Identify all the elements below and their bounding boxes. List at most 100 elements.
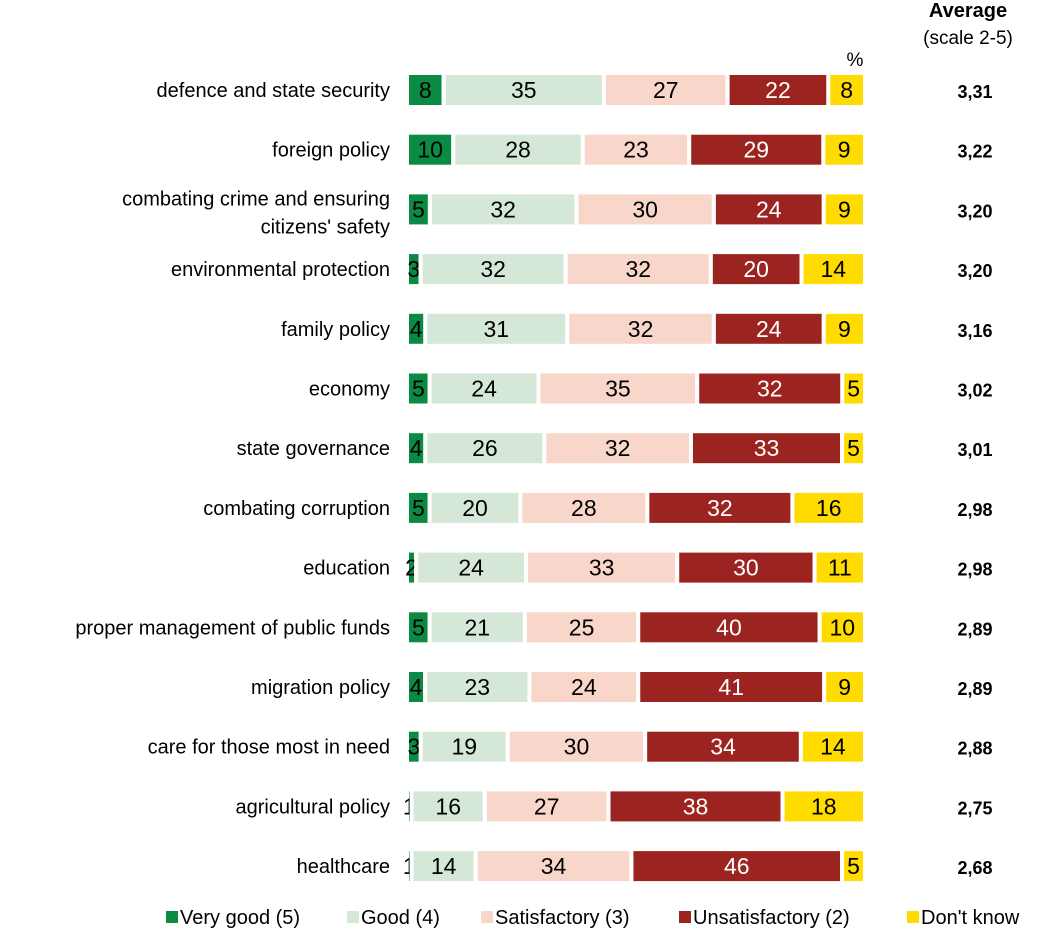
data-label: 8 bbox=[419, 77, 432, 103]
data-label: 4 bbox=[410, 316, 423, 342]
bar-row: environmental protection 3 32 32 20 14 3,20 bbox=[171, 250, 993, 289]
average-value: 2,98 bbox=[957, 500, 992, 520]
bar-segment bbox=[822, 668, 867, 706]
bar-segment bbox=[505, 727, 648, 766]
data-label: 27 bbox=[653, 77, 679, 103]
legend-label: Very good (5) bbox=[180, 907, 300, 929]
bar-row: care for those most in need 3 19 30 34 14 2,88 bbox=[148, 727, 993, 766]
data-label: 34 bbox=[710, 734, 736, 760]
data-label: 30 bbox=[733, 555, 759, 581]
category-label: healthcare bbox=[297, 856, 390, 878]
data-label: 32 bbox=[628, 316, 654, 342]
bar-segment bbox=[636, 608, 822, 647]
bar-segment bbox=[427, 190, 579, 229]
legend-swatch bbox=[166, 911, 178, 923]
data-label: 5 bbox=[847, 853, 860, 879]
average-value: 2,75 bbox=[957, 798, 992, 818]
data-label: 21 bbox=[464, 614, 490, 640]
category-label: economy bbox=[309, 379, 390, 401]
category-label: state governance bbox=[237, 438, 390, 460]
legend-label: Don't know bbox=[921, 907, 1020, 929]
data-label: 46 bbox=[724, 853, 750, 879]
data-label: 5 bbox=[412, 614, 425, 640]
category-label: agricultural policy bbox=[235, 796, 390, 818]
bar-segment bbox=[840, 429, 867, 468]
bar-segment bbox=[790, 488, 868, 527]
average-value: 3,20 bbox=[957, 261, 992, 281]
data-label: 30 bbox=[632, 196, 658, 222]
category-label: defence and state security bbox=[157, 80, 390, 102]
average-value: 3,20 bbox=[957, 201, 992, 221]
data-label: 24 bbox=[571, 674, 597, 700]
bar-segment bbox=[441, 71, 606, 109]
bar-segment bbox=[812, 548, 867, 587]
average-value: 3,31 bbox=[957, 82, 992, 102]
bar-segment bbox=[423, 668, 532, 706]
bar-segment bbox=[711, 190, 826, 229]
category-label: environmental protection bbox=[171, 259, 390, 281]
data-label: 14 bbox=[820, 734, 846, 760]
bar-segment bbox=[780, 787, 867, 826]
data-label: 24 bbox=[756, 196, 782, 222]
category-label: foreign policy bbox=[272, 140, 390, 162]
data-label: 10 bbox=[830, 614, 856, 640]
legend-item: Don't know bbox=[907, 907, 1020, 929]
data-label: 3 bbox=[407, 734, 420, 760]
data-label: 23 bbox=[623, 137, 649, 163]
data-label: 23 bbox=[464, 674, 490, 700]
legend-item: Very good (5) bbox=[166, 907, 300, 929]
data-label: 20 bbox=[743, 256, 769, 282]
bar-segment bbox=[423, 429, 547, 468]
average-header: Average bbox=[929, 0, 1007, 22]
data-label: 9 bbox=[838, 674, 851, 700]
bar-row: family policy 4 31 32 24 9 3,16 bbox=[281, 309, 993, 348]
bar-segment bbox=[580, 130, 692, 169]
bar-segment bbox=[799, 250, 867, 289]
data-label: 33 bbox=[754, 435, 780, 461]
bar-segment bbox=[798, 727, 868, 766]
data-label: 27 bbox=[534, 793, 560, 819]
data-label: 16 bbox=[435, 793, 461, 819]
category-label: combating corruption bbox=[203, 498, 390, 520]
bar-segment bbox=[414, 548, 529, 587]
data-label: 35 bbox=[605, 376, 631, 402]
data-label: 18 bbox=[811, 793, 837, 819]
average-subheader: (scale 2-5) bbox=[923, 28, 1013, 49]
data-label: 22 bbox=[765, 77, 791, 103]
bar-row: state governance 4 26 32 33 5 3,01 bbox=[237, 429, 993, 468]
bar-segment bbox=[405, 71, 446, 109]
bar-row: proper management of public funds 5 21 25 40… bbox=[75, 608, 993, 647]
bar-row: healthcare 1 14 34 46 5 2,68 bbox=[297, 847, 993, 886]
data-label: 32 bbox=[757, 376, 783, 402]
data-label: 14 bbox=[820, 256, 846, 282]
category-label: proper management of public funds bbox=[75, 617, 390, 639]
legend-label: Unsatisfactory (2) bbox=[693, 907, 850, 929]
bar-segment bbox=[409, 847, 478, 886]
data-label: 11 bbox=[828, 555, 852, 581]
legend-item: Unsatisfactory (2) bbox=[679, 907, 850, 929]
legend-item: Good (4) bbox=[347, 907, 440, 929]
bar-segment bbox=[821, 190, 868, 229]
data-label: 25 bbox=[569, 614, 595, 640]
data-label: 24 bbox=[756, 316, 782, 342]
data-label: 4 bbox=[410, 674, 423, 700]
average-value: 2,89 bbox=[957, 619, 992, 639]
category-label: combating crime and ensuring citizens' sa… bbox=[122, 188, 390, 238]
data-label: 26 bbox=[472, 435, 498, 461]
data-label: 14 bbox=[431, 853, 457, 879]
data-label: 29 bbox=[743, 137, 769, 163]
bar-segment bbox=[536, 369, 700, 408]
bar-row: foreign policy 10 28 23 29 9 3,22 bbox=[272, 130, 993, 169]
bar-row: education 2 24 33 30 11 2,98 bbox=[303, 548, 993, 587]
data-label: 30 bbox=[564, 734, 590, 760]
data-label: 33 bbox=[589, 555, 615, 581]
bar-segment bbox=[821, 130, 868, 169]
bar-segment bbox=[542, 429, 693, 468]
data-label: 20 bbox=[462, 495, 488, 521]
category-label: family policy bbox=[281, 319, 390, 341]
data-label: 40 bbox=[716, 614, 742, 640]
data-label: 19 bbox=[451, 734, 477, 760]
bar-segment bbox=[817, 608, 867, 647]
average-value: 2,89 bbox=[957, 679, 992, 699]
